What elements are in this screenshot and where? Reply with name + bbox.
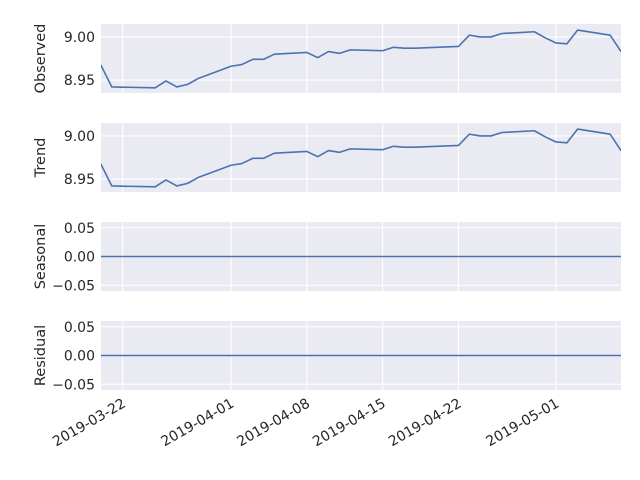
series-line [101,128,621,188]
y-axis-label: Seasonal [33,224,49,290]
x-tick-label: 2019-04-15 [310,396,388,451]
x-tick-label: 2019-04-08 [234,396,312,451]
panel-observed: 8.95 9.00 Observed [33,24,621,94]
y-tick-label: 8.95 [64,172,95,188]
x-tick-label: 2019-03-22 [50,396,128,451]
y-tick-label: 9.00 [64,30,95,46]
y-tick-label: 0.05 [64,320,95,336]
panel-trend: 8.95 9.00 Trend [33,123,621,192]
y-axis-label: Residual [33,325,49,386]
plot-area [101,123,621,192]
x-tick-label: 2019-05-01 [484,396,562,451]
y-axis-label: Trend [33,138,49,179]
y-tick-label: 8.95 [64,73,95,89]
y-axis-label: Observed [33,24,49,94]
x-tick-label: 2019-04-01 [159,396,237,451]
x-tick-label: 2019-04-22 [386,396,464,451]
y-tick-label: −0.05 [52,278,95,294]
y-tick-label: 0.00 [64,349,95,365]
plot-area [101,24,621,93]
y-tick-label: 0.05 [64,221,95,237]
y-tick-label: 9.00 [64,129,95,145]
series-line [101,29,621,89]
y-tick-label: −0.05 [52,377,95,393]
y-tick-label: 0.00 [64,250,95,266]
